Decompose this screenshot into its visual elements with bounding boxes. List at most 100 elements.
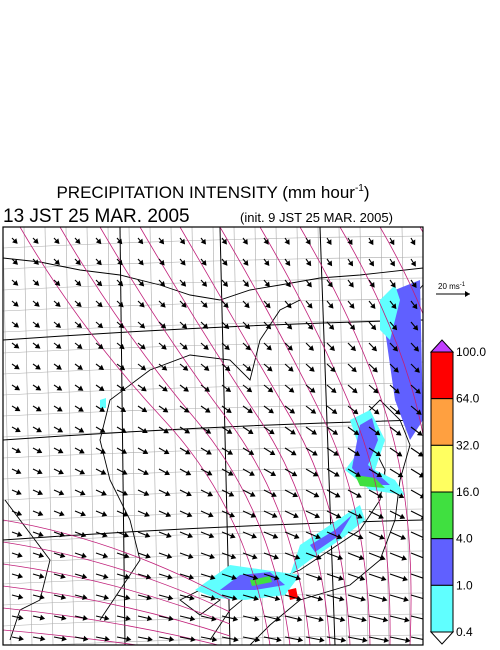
wind-arrow-head [101, 490, 107, 496]
wind-arrow-head [247, 428, 254, 435]
wind-arrow-head [402, 575, 408, 582]
wind-arrow-head [412, 324, 419, 331]
wind-arrow-head [210, 595, 217, 601]
wind-arrow-head [33, 259, 39, 265]
wind-arrow-head [101, 511, 108, 517]
wind-arrow-head [187, 553, 194, 559]
wind-arrow-head [99, 406, 105, 412]
wind-arrow-head [326, 239, 332, 245]
wind-arrow-head [376, 471, 383, 477]
wind-arrow-head [147, 636, 153, 642]
wind-arrow-head [338, 575, 344, 581]
wind-arrow-head [16, 489, 22, 496]
wind-arrow-head [334, 492, 341, 498]
wind-arrow-head [34, 322, 41, 328]
wind-arrow-head [158, 238, 165, 245]
wind-arrow-head [357, 534, 364, 540]
wind-arrow-head [120, 427, 127, 433]
wind-arrow-head [82, 594, 88, 600]
wind-arrow-head [16, 531, 23, 537]
wind-arrow-head [61, 635, 67, 642]
wind-arrow-head [14, 385, 21, 391]
grid-line [3, 235, 423, 249]
wind-arrow-head [371, 345, 377, 352]
wind-arrow-head [226, 428, 233, 434]
wind-arrow-head [146, 615, 153, 622]
wind-arrow-head [162, 386, 168, 392]
wind-arrow-head [286, 302, 292, 309]
wind-arrow-head [159, 280, 166, 287]
grid-line [107, 227, 117, 645]
wind-arrow-head [102, 531, 108, 538]
wind-arrow-head [393, 367, 399, 373]
init-label: (init. 9 JST 25 MAR. 2005) [240, 210, 393, 225]
wind-arrow-head [305, 239, 311, 245]
wind-arrow-head [185, 470, 192, 476]
wind-arrow-head [274, 595, 281, 602]
wind-arrow-head [164, 469, 171, 476]
wind-arrow-head [95, 238, 102, 245]
wind-arrow-head [211, 636, 218, 643]
wind-arrow-head [271, 512, 278, 518]
wind-arrow-head [358, 554, 365, 561]
wind-arrow-head [397, 472, 404, 478]
wind-arrow-head [13, 364, 20, 370]
wind-arrow-head [98, 385, 105, 391]
wind-arrow-head [411, 282, 417, 288]
colorbar-under [429, 631, 455, 645]
wind-arrow-head [35, 385, 42, 391]
wind-arrow-head [368, 260, 374, 267]
wind-arrow-head [351, 387, 358, 394]
wind-arrow-head [123, 552, 130, 559]
wind-arrow-head [297, 616, 303, 622]
grid-line [3, 256, 423, 270]
wind-arrow-head [97, 322, 104, 329]
wind-arrow-head [228, 491, 235, 497]
wind-arrow-head [319, 636, 325, 643]
wind-arrow-head [61, 614, 67, 621]
wind-arrow-head [289, 408, 296, 414]
wind-arrow-head [140, 386, 147, 392]
wind-arrow-head [12, 238, 18, 244]
wind-arrow-head [201, 260, 207, 266]
wind-arrow-head [290, 429, 296, 435]
grid-line [3, 529, 423, 543]
isobar [99, 227, 311, 645]
wind-arrow-head [360, 596, 366, 602]
grid-line [3, 508, 423, 522]
wind-arrow-head [339, 616, 346, 623]
wind-arrow-head [351, 366, 357, 373]
wind-arrow-head [369, 282, 375, 288]
wind-arrow-head [290, 450, 297, 456]
wind-arrow-head [265, 323, 272, 330]
wind-arrow-head [264, 281, 270, 288]
wind-arrow [410, 594, 423, 600]
wind-arrow-head [254, 636, 261, 643]
wind-arrow-head [293, 533, 300, 539]
wind-arrow-head [317, 595, 324, 602]
wind-arrow-head [96, 259, 102, 266]
grid-line [3, 382, 423, 396]
wind-arrow-head [313, 492, 320, 498]
wind-arrow-head [209, 553, 215, 560]
wind-arrow-head [251, 553, 258, 560]
wind-arrow-head [75, 280, 82, 287]
wind-arrow-head [40, 635, 46, 642]
wind-arrow-head [183, 386, 189, 392]
wind-arrow-head [245, 344, 251, 351]
wind-arrow-head [75, 259, 81, 266]
wind-arrow-head [335, 513, 342, 519]
grid-line [3, 403, 423, 417]
wind-arrow-head [59, 552, 66, 559]
wind-arrow-head [168, 615, 174, 622]
wind-arrow [410, 636, 423, 640]
wind-arrow-head [380, 554, 386, 561]
wind-arrow-head [206, 470, 213, 476]
wind-arrow [410, 573, 423, 579]
wind-arrow-head [339, 595, 345, 602]
wind-arrow-head [33, 280, 40, 286]
wind-arrow-head [294, 554, 301, 560]
wind-arrow-head [267, 387, 274, 393]
